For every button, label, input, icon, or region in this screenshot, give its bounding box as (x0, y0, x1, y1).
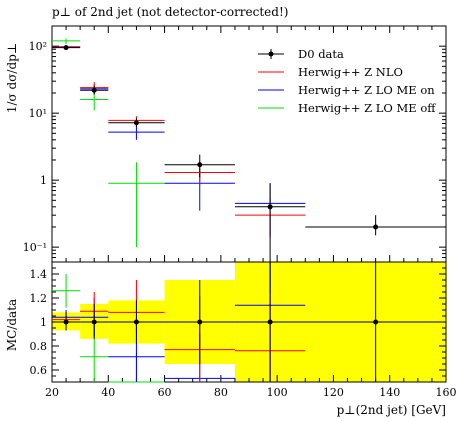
legend-label: D0 data (298, 47, 344, 61)
x-tick-label: 160 (436, 386, 457, 399)
data-point-marker (63, 45, 69, 51)
ratio-y-axis-label: MC/data (5, 299, 19, 351)
ratio-y-tick-label: 0.8 (30, 340, 48, 353)
legend-label: Herwig++ Z LO ME on (298, 83, 435, 97)
top-y-axis-label: 1/σ dσ/dp⊥ (5, 43, 19, 113)
data-point-marker (373, 224, 379, 230)
x-tick-label: 40 (101, 386, 115, 399)
top-y-tick-label: 1 (40, 174, 47, 187)
ratio-y-tick-label: 0.6 (30, 364, 48, 377)
legend: D0 data Herwig++ Z NLO Herwig++ Z LO ME on… (258, 47, 436, 115)
x-tick-label: 120 (323, 386, 344, 399)
chart-title: p⊥ of 2nd jet (not detector-corrected!) (52, 5, 288, 19)
top-y-tick-label: 10¹ (29, 107, 47, 120)
data-point-marker (133, 120, 139, 126)
ratio-panel-ticks: 0.6 0.8 1 1.2 1.4 (30, 261, 446, 383)
legend-label: Herwig++ Z NLO (298, 65, 403, 79)
x-tick-label: 80 (214, 386, 228, 399)
data-point-marker (267, 204, 273, 210)
x-axis-label: p⊥(2nd jet) [GeV] (337, 403, 446, 417)
top-y-tick-label: 10² (29, 40, 47, 53)
x-axis-ticks: 20 40 60 80 100 120 140 160 (45, 26, 457, 399)
x-tick-label: 20 (45, 386, 59, 399)
top-panel-ticks: 10² 10¹ 1 10⁻¹ (23, 25, 446, 263)
top-y-tick-label: 10⁻¹ (23, 241, 47, 254)
x-tick-label: 60 (158, 386, 172, 399)
data-point-marker (91, 87, 97, 93)
legend-label: Herwig++ Z LO ME off (298, 101, 436, 115)
x-tick-label: 140 (379, 386, 400, 399)
legend-swatch-marker (268, 51, 274, 57)
data-point-marker (197, 162, 203, 168)
ratio-y-tick-label: 1 (40, 316, 47, 329)
ratio-y-tick-label: 1.2 (30, 292, 48, 305)
ratio-y-tick-label: 1.4 (30, 268, 48, 281)
x-tick-label: 100 (267, 386, 288, 399)
series-marks (52, 38, 446, 383)
